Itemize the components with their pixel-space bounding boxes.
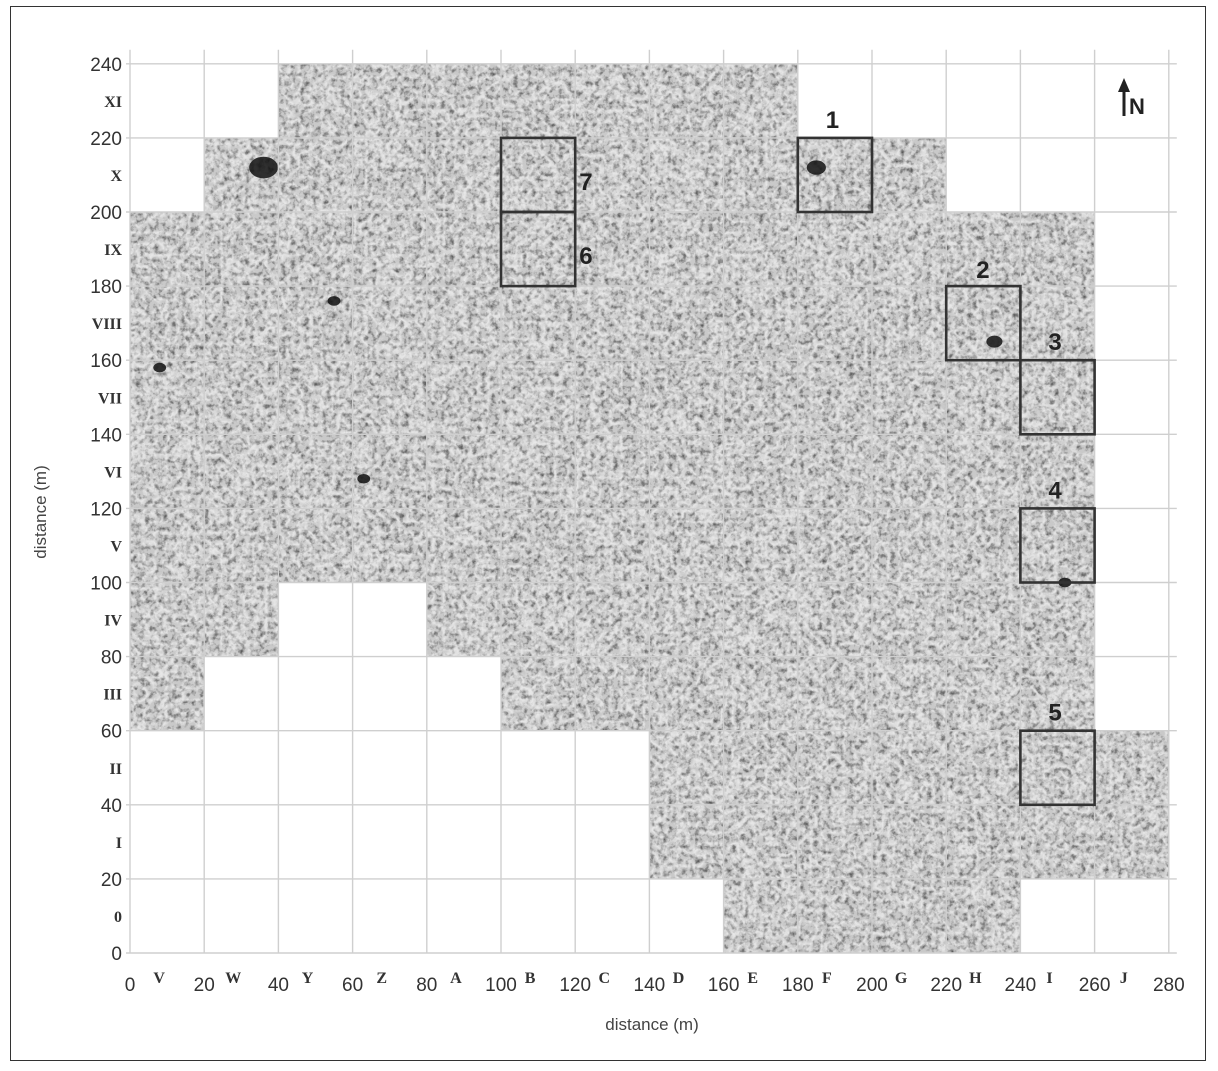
box-label: 4 [1048, 477, 1062, 504]
y-tick-label: 240 [90, 55, 122, 76]
y-grid-numeral: V [110, 538, 122, 555]
detail-box [1019, 358, 1096, 436]
y-tick-label: 120 [90, 499, 122, 520]
y-grid-numeral: VI [104, 464, 122, 481]
y-tick-label: 0 [111, 944, 122, 965]
x-grid-letter: V [153, 970, 165, 987]
y-tick-label: 40 [101, 796, 122, 817]
x-tick-label: 120 [559, 975, 591, 996]
detail-box [499, 136, 577, 214]
box-label: 6 [579, 243, 592, 270]
north-arrow: N [1118, 78, 1145, 119]
survey-specks [130, 212, 1095, 583]
x-tick-label: 140 [634, 975, 666, 996]
y-grid-numeral: 0 [114, 909, 122, 926]
box-label: 7 [579, 169, 592, 196]
x-grid-letter: G [895, 970, 908, 987]
anomaly-blob [806, 160, 826, 175]
box-label: 5 [1048, 700, 1061, 727]
x-tick-label: 160 [708, 975, 740, 996]
x-grid-letter: I [1046, 970, 1052, 987]
x-tick-label: 60 [342, 975, 363, 996]
y-grid-numeral: X [110, 168, 122, 185]
x-tick-label: 220 [930, 975, 962, 996]
survey-specks [649, 730, 1169, 805]
y-grid-numeral: IX [104, 242, 122, 259]
x-grid-letter: E [747, 970, 758, 987]
detail-box [944, 284, 1022, 362]
anomaly-blob [153, 362, 167, 373]
detail-box [1019, 507, 1096, 584]
x-tick-label: 280 [1153, 975, 1185, 996]
y-grid-numeral: IV [104, 613, 122, 630]
anomaly-blob [357, 473, 371, 484]
y-grid-numeral: XI [104, 94, 122, 111]
box-label: 2 [976, 257, 989, 284]
survey-specks [278, 63, 798, 138]
north-label: N [1129, 94, 1145, 119]
x-axis-ticks: 0 20 40 60 80 100 120 140 160 180 200 220 240 260 280 V… [125, 970, 1185, 996]
x-grid-letter: D [673, 970, 685, 987]
detail-box [796, 136, 874, 214]
y-grid-numeral: I [116, 835, 122, 852]
y-grid-numeral: VIII [92, 316, 122, 333]
x-grid-letter: J [1120, 970, 1128, 987]
y-tick-label: 60 [101, 722, 122, 743]
survey-specks [426, 582, 1095, 657]
anomaly-blob [986, 335, 1003, 348]
anomaly-blob [249, 156, 278, 179]
survey-specks [649, 804, 1169, 879]
y-axis-ticks: 0204060801001201401601802002202400IIIIII… [90, 55, 122, 965]
x-tick-label: 20 [194, 975, 215, 996]
survey-specks [130, 656, 205, 731]
x-grid-letter: Y [302, 970, 314, 987]
x-tick-label: 200 [856, 975, 888, 996]
x-tick-label: 260 [1079, 975, 1111, 996]
grid-lines [126, 49, 1177, 954]
y-tick-label: 160 [90, 351, 122, 372]
anomaly-blob [327, 296, 341, 306]
y-grid-numeral: VII [98, 390, 122, 407]
box-label: 3 [1048, 329, 1061, 356]
x-tick-label: 80 [416, 975, 437, 996]
x-tick-label: 180 [782, 975, 814, 996]
y-tick-label: 80 [101, 648, 122, 669]
y-tick-label: 20 [101, 870, 122, 891]
x-grid-letter: W [225, 970, 241, 987]
x-grid-letter: F [822, 970, 832, 987]
x-grid-letter: Z [376, 970, 387, 987]
y-tick-label: 200 [90, 203, 122, 224]
x-grid-letter: A [450, 970, 462, 987]
x-tick-label: 100 [485, 975, 517, 996]
north-arrow-head-icon [1118, 78, 1130, 92]
x-grid-letter: B [525, 970, 536, 987]
detail-boxes: 1 2 3 4 5 6 7 [499, 107, 1096, 807]
y-tick-label: 140 [90, 425, 122, 446]
detail-box [1019, 729, 1096, 807]
y-tick-label: 220 [90, 129, 122, 150]
y-tick-label: 100 [90, 574, 122, 595]
figure-frame [10, 6, 1206, 1061]
y-axis-label: distance (m) [31, 465, 50, 559]
x-tick-label: 0 [125, 975, 136, 996]
y-grid-numeral: III [103, 687, 122, 704]
x-tick-label: 240 [1005, 975, 1037, 996]
x-grid-letter: H [969, 970, 982, 987]
y-tick-label: 180 [90, 277, 122, 298]
y-grid-numeral: II [110, 761, 122, 778]
x-axis-label: distance (m) [605, 1015, 699, 1034]
box-label: 1 [826, 107, 839, 134]
x-grid-letter: C [599, 970, 611, 987]
x-tick-label: 40 [268, 975, 289, 996]
